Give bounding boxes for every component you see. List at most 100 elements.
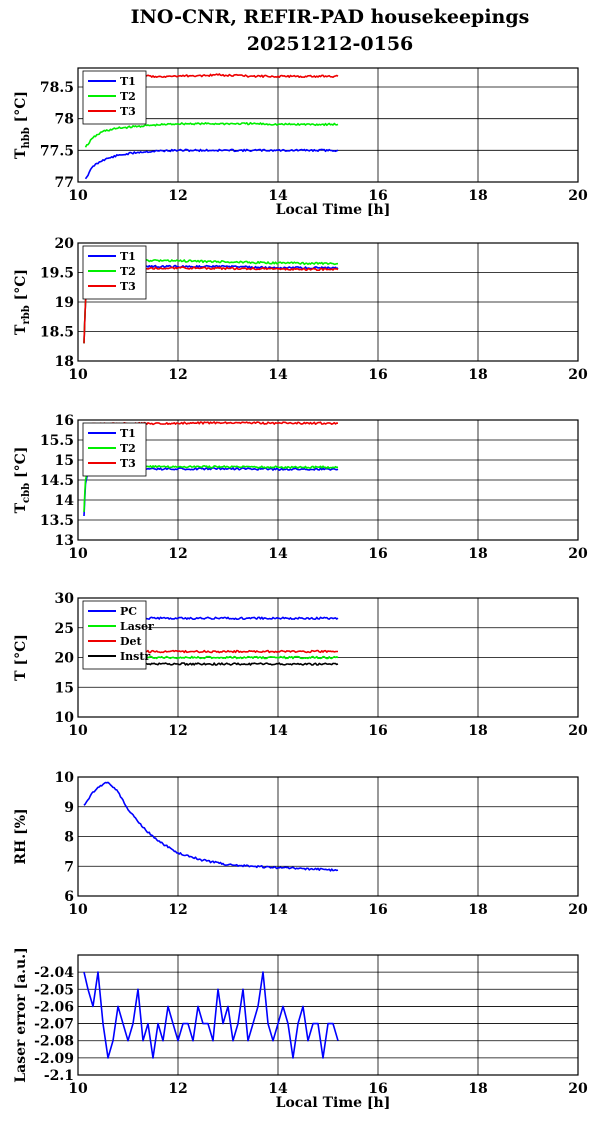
y-tick-label: 20: [55, 651, 75, 667]
y-axis-label: Tcbb [°C]: [13, 447, 32, 514]
legend-label: PC: [120, 605, 137, 618]
chart-panel-5: 6 7 8 9 10 10 12 14 16 18 20 RH [%]: [13, 770, 588, 918]
y-tick-label: -2.04: [34, 965, 74, 981]
legend-label: T3: [120, 105, 136, 118]
y-tick-label: -2.06: [34, 999, 74, 1015]
x-tick-label: 20: [568, 546, 588, 562]
legend: T1 T2 T3: [82, 422, 147, 477]
y-tick-label: 9: [64, 800, 74, 816]
x-tick-label: 12: [168, 188, 187, 204]
figure-title-line1: INO-CNR, REFIR-PAD housekeepings: [131, 6, 530, 28]
x-tick-label: 10: [68, 546, 88, 562]
legend: T1 T2 T3: [82, 245, 147, 300]
y-tick-label: 77: [55, 175, 74, 191]
y-tick-label: 25: [55, 621, 74, 637]
chart-panel-6: -2.1-2.09-2.08-2.07 -2.06-2.05-2.04 10 12 14…: [13, 947, 588, 1111]
legend-label: T1: [120, 75, 136, 88]
x-tick-label: 18: [468, 1081, 487, 1097]
y-axis-label: Thbb [°C]: [13, 91, 32, 159]
legend-box: [82, 600, 147, 670]
y-tick-label: 19: [55, 295, 74, 311]
x-tick-label: 16: [368, 367, 387, 383]
x-tick-label: 14: [268, 188, 288, 204]
y-tick-label: -2.09: [34, 1051, 74, 1067]
x-tick-label: 16: [368, 188, 387, 204]
y-tick-label: 6: [64, 889, 74, 905]
y-tick-label: -2.08: [34, 1034, 74, 1050]
legend-label: Det: [120, 635, 143, 648]
y-tick-label: 20: [55, 236, 75, 252]
x-tick-label: 10: [68, 1081, 88, 1097]
x-tick-label: 20: [568, 188, 588, 204]
plot-frame: [77, 419, 579, 541]
x-axis-label: Local Time [h]: [276, 202, 391, 218]
x-tick-label: 14: [268, 1081, 288, 1097]
y-axis-label: T [°C]: [13, 634, 29, 681]
legend-label: T3: [120, 280, 136, 293]
legend-label: T2: [120, 442, 136, 455]
plot-frame: [77, 597, 579, 718]
legend-label: Instr: [120, 650, 150, 663]
x-axis-label: Local Time [h]: [276, 1095, 391, 1111]
y-tick-label: 8: [64, 830, 74, 846]
x-tick-label: 12: [168, 723, 187, 739]
y-tick-label: 16: [55, 413, 74, 429]
x-tick-label: 10: [68, 902, 88, 918]
y-axis-label: RH [%]: [13, 808, 29, 864]
chart-panel-1: 77 77.5 78 78.5 10 12 14 16 18 20 Local Time [h] Th…: [13, 67, 588, 218]
y-tick-label: 14.5: [40, 473, 74, 489]
y-tick-label: 30: [55, 591, 75, 607]
legend-label: Laser: [120, 620, 154, 633]
x-tick-label: 14: [268, 367, 288, 383]
legend-box: [82, 70, 147, 125]
x-tick-label: 16: [368, 546, 387, 562]
plot-frame: [77, 67, 579, 183]
x-tick-label: 18: [468, 902, 487, 918]
x-tick-label: 18: [468, 188, 487, 204]
legend-label: T3: [120, 457, 136, 470]
figure-title-line2: 20251212-0156: [247, 33, 414, 55]
x-tick-label: 10: [68, 188, 88, 204]
y-tick-label: 78: [55, 112, 74, 128]
x-tick-label: 14: [268, 902, 288, 918]
series-line-data: [83, 971, 339, 1059]
chart-panel-3: 13 13.5 14 14.5 15 15.5 16 10 12 14 16 18 20 Tcbb [°C…: [13, 413, 588, 562]
legend-box: [82, 245, 147, 300]
x-tick-label: 12: [168, 546, 187, 562]
y-tick-label: 15.5: [40, 433, 74, 449]
y-tick-label: 10: [55, 710, 75, 726]
y-tick-label: -2.07: [34, 1017, 74, 1033]
series-line-data: [83, 781, 339, 872]
x-tick-label: 10: [68, 723, 88, 739]
series-line-t1: [84, 148, 339, 180]
y-tick-label: 19.5: [40, 266, 74, 282]
y-tick-label: 77.5: [40, 143, 74, 159]
x-tick-label: 16: [368, 723, 387, 739]
y-axis-label: Trbb [°C]: [13, 269, 32, 335]
y-tick-label: 15: [55, 680, 74, 696]
x-tick-label: 12: [168, 1081, 187, 1097]
y-tick-label: 18: [55, 354, 74, 370]
plot-frame: [77, 776, 579, 897]
y-tick-label: -2.05: [34, 982, 74, 998]
y-tick-label: -2.1: [44, 1068, 74, 1084]
x-tick-label: 20: [568, 1081, 588, 1097]
x-tick-label: 18: [468, 723, 487, 739]
x-tick-label: 12: [168, 367, 187, 383]
legend-label: T2: [120, 265, 136, 278]
y-tick-label: 78.5: [40, 80, 74, 96]
chart-panel-4: 10 15 20 25 30 10 12 14 16 18 20 T [°C] PC Laser Det In…: [13, 591, 588, 739]
y-tick-label: 10: [55, 770, 75, 786]
legend-label: T2: [120, 90, 136, 103]
y-axis-label: Laser error [a.u.]: [13, 947, 29, 1082]
legend-label: T1: [120, 250, 136, 263]
x-tick-label: 20: [568, 723, 588, 739]
legend: T1 T2 T3: [82, 70, 147, 125]
x-tick-label: 14: [268, 723, 288, 739]
y-tick-label: 15: [55, 453, 74, 469]
x-tick-label: 16: [368, 902, 387, 918]
x-tick-label: 14: [268, 546, 288, 562]
x-tick-label: 20: [568, 902, 588, 918]
